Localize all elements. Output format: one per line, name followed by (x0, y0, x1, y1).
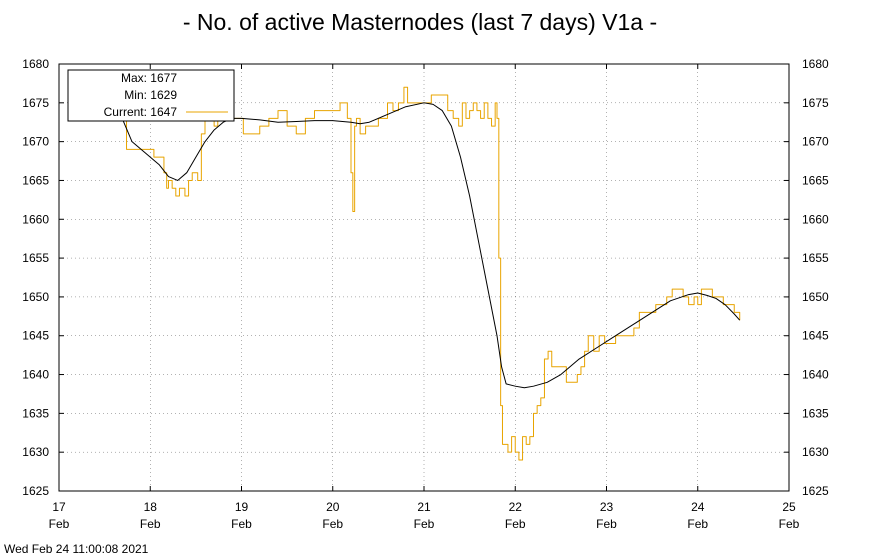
x-tick-label-month: Feb (414, 517, 435, 531)
y-tick-label-left: 1635 (22, 406, 49, 420)
y-tick-label-right: 1640 (802, 368, 829, 382)
y-tick-label-right: 1670 (802, 135, 829, 149)
y-tick-label-left: 1640 (22, 368, 49, 382)
y-tick-label-left: 1630 (22, 445, 49, 459)
y-tick-label-left: 1645 (22, 329, 49, 343)
legend-box: Max: 1677 Min: 1629 Current: 1647 (67, 69, 235, 122)
x-tick-label-month: Feb (779, 517, 800, 531)
x-tick-label-month: Feb (49, 517, 70, 531)
legend-min: Min: 1629 (124, 88, 177, 102)
series-line-raw (115, 86, 741, 461)
y-tick-label-right: 1625 (802, 484, 829, 498)
y-tick-label-right: 1675 (802, 96, 829, 110)
y-tick-label-left: 1675 (22, 96, 49, 110)
x-tick-label-day: 22 (509, 500, 523, 514)
y-tick-label-left: 1670 (22, 135, 49, 149)
x-tick-label-day: 20 (326, 500, 340, 514)
y-tick-label-left: 1650 (22, 290, 49, 304)
x-tick-label-month: Feb (231, 517, 252, 531)
legend-max: Max: 1677 (121, 71, 177, 85)
x-tick-label-month: Feb (322, 517, 343, 531)
x-tick-label-day: 19 (235, 500, 249, 514)
y-tick-label-right: 1680 (802, 57, 829, 71)
y-tick-label-right: 1645 (802, 329, 829, 343)
y-tick-label-left: 1660 (22, 212, 49, 226)
y-tick-label-right: 1650 (802, 290, 829, 304)
chart-title: - No. of active Masternodes (last 7 days… (183, 9, 657, 35)
x-tick-label-month: Feb (140, 517, 161, 531)
grid-lines (59, 64, 789, 491)
y-tick-label-right: 1655 (802, 251, 829, 265)
x-tick-label-day: 23 (600, 500, 614, 514)
y-tick-label-right: 1630 (802, 445, 829, 459)
x-tick-label-day: 18 (144, 500, 158, 514)
x-tick-label-month: Feb (596, 517, 617, 531)
series-line-smoothed (115, 102, 741, 389)
y-tick-label-right: 1660 (802, 212, 829, 226)
timestamp-footer: Wed Feb 24 11:00:08 2021 (4, 542, 149, 556)
x-tick-label-day: 25 (782, 500, 796, 514)
series-lines (115, 86, 741, 461)
x-tick-label-day: 17 (52, 500, 66, 514)
y-tick-label-right: 1635 (802, 406, 829, 420)
legend-current: Current: 1647 (104, 105, 178, 119)
x-tick-label-month: Feb (687, 517, 708, 531)
y-tick-label-right: 1665 (802, 173, 829, 187)
x-tick-label-day: 24 (691, 500, 705, 514)
y-tick-label-left: 1655 (22, 251, 49, 265)
y-tick-label-left: 1665 (22, 173, 49, 187)
y-tick-label-left: 1680 (22, 57, 49, 71)
axis-ticks: 1625 1625 1630 1630 1635 1635 1640 1640 1645 1645… (22, 57, 829, 531)
x-tick-label-day: 21 (417, 500, 431, 514)
y-tick-label-left: 1625 (22, 484, 49, 498)
x-tick-label-month: Feb (505, 517, 526, 531)
